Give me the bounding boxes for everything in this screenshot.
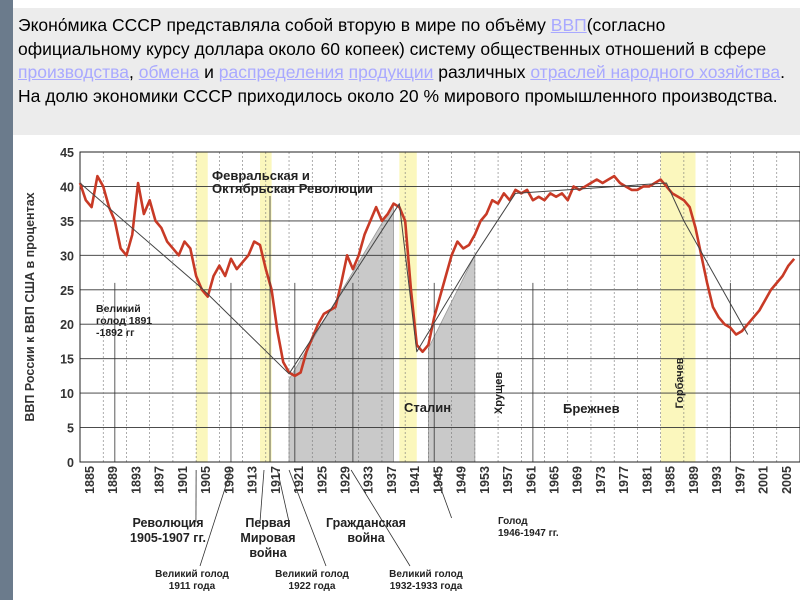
annotation-pointer bbox=[259, 469, 265, 523]
famine-1946-label: Голод bbox=[498, 516, 528, 527]
famine-1891-label: -1892 гг bbox=[96, 327, 135, 339]
link-exchange[interactable]: обмена bbox=[138, 62, 200, 82]
x-tick-label: 1989 bbox=[687, 466, 701, 494]
trend-line bbox=[79, 182, 749, 375]
x-tick-label: 1893 bbox=[129, 466, 143, 494]
ww1-label: Мировая bbox=[240, 531, 295, 545]
gdp-ratio-chart: 0 5 10 15 20 25 30 35 40 45 1885 1889 1893 1897 1901 19… bbox=[23, 146, 800, 592]
revolution-1905-label: Революция bbox=[132, 516, 203, 530]
x-tick-label: 1925 bbox=[315, 466, 329, 494]
text-segment: Эконо́мика СССР представляла собой втору… bbox=[18, 15, 551, 35]
stalin-label: Сталин bbox=[404, 400, 451, 415]
x-tick-label: 1993 bbox=[710, 466, 724, 494]
revolutions-label: Октябрьская Революции bbox=[212, 181, 373, 196]
x-tick-label: 1929 bbox=[338, 466, 352, 494]
gorbachev-label: Горбачев bbox=[674, 357, 686, 408]
text-panel bbox=[13, 8, 800, 135]
famine-1932-label: 1932-1933 года bbox=[390, 581, 463, 592]
highlight-band bbox=[196, 152, 208, 462]
x-tick-label: 2001 bbox=[757, 466, 771, 494]
link-production[interactable]: производства bbox=[18, 62, 129, 82]
x-tick-label: 1905 bbox=[199, 466, 213, 494]
text-segment: и bbox=[199, 62, 219, 82]
famine-1891-label: Великий bbox=[96, 303, 141, 315]
y-tick-label: 0 bbox=[67, 456, 74, 470]
link-gdp[interactable]: ВВП bbox=[550, 15, 587, 35]
y-tick-label: 30 bbox=[60, 249, 74, 263]
x-tick-label: 1969 bbox=[571, 466, 585, 494]
x-tick-label: 1885 bbox=[83, 466, 97, 494]
revolution-1905-label: 1905-1907 гг. bbox=[130, 531, 206, 545]
x-tick-label: 1953 bbox=[478, 466, 492, 494]
famine-1891-label: голод 1891 bbox=[96, 315, 152, 327]
annotation-pointer bbox=[277, 469, 290, 523]
highlight-band bbox=[660, 152, 696, 462]
slide-side-bar bbox=[0, 0, 13, 600]
famine-1922-label: Великий голод bbox=[275, 569, 349, 580]
x-tick-label: 1921 bbox=[292, 466, 306, 494]
y-tick-label: 45 bbox=[60, 146, 74, 160]
annotation-pointer bbox=[350, 469, 411, 567]
text-segment: . На долю экономики СССР приходилось око… bbox=[18, 62, 786, 106]
y-tick-label: 10 bbox=[60, 387, 74, 401]
text-segment: (согласно официальному курсу доллара око… bbox=[18, 15, 767, 59]
gray-period-region bbox=[288, 202, 394, 463]
gdp-ratio-line bbox=[78, 174, 796, 378]
x-tick-label: 1977 bbox=[617, 466, 631, 494]
x-tick-label: 1949 bbox=[455, 466, 469, 494]
y-tick-label: 35 bbox=[60, 215, 74, 229]
y-tick-label: 15 bbox=[60, 353, 74, 367]
x-tick-label: 1901 bbox=[176, 466, 190, 494]
x-tick-label: 1981 bbox=[640, 466, 654, 494]
intro-paragraph: Эконо́мика СССР представляла собой втору… bbox=[18, 14, 793, 108]
civil-war-label: Гражданская bbox=[326, 516, 406, 530]
text-segment: различных bbox=[433, 62, 531, 82]
famine-1922-label: 1922 года bbox=[289, 581, 336, 592]
famine-1946-label: 1946-1947 гг. bbox=[498, 528, 559, 539]
y-tick-label: 25 bbox=[60, 284, 74, 298]
plot-frame bbox=[79, 151, 800, 463]
x-tick-label: 1889 bbox=[106, 466, 120, 494]
civil-war-label: война bbox=[347, 531, 385, 545]
link-products[interactable]: продукции bbox=[348, 62, 434, 82]
y-axis-label: ВВП России к ВВП США в процентах bbox=[23, 192, 37, 421]
brezhnev-label: Брежнев bbox=[563, 401, 620, 416]
x-tick-label: 1937 bbox=[385, 466, 399, 494]
annotation-pointer bbox=[288, 469, 327, 567]
ww1-label: Первая bbox=[245, 516, 290, 530]
x-tick-label: 1913 bbox=[246, 466, 260, 494]
text-segment: , bbox=[129, 62, 139, 82]
x-tick-label: 2005 bbox=[780, 466, 794, 494]
x-tick-label: 1897 bbox=[153, 466, 167, 494]
x-tick-label: 1973 bbox=[594, 466, 608, 494]
annotation-pointer bbox=[433, 469, 452, 519]
x-tick-label: 1965 bbox=[548, 466, 562, 494]
revolutions-label: Февральская и bbox=[212, 168, 310, 183]
highlight-band bbox=[399, 152, 417, 462]
famine-1911-label: Великий голод bbox=[155, 569, 229, 580]
highlight-band bbox=[260, 152, 272, 462]
y-tick-label: 5 bbox=[67, 422, 74, 436]
famine-1911-label: 1911 года bbox=[169, 581, 216, 592]
ww1-label: война bbox=[249, 546, 287, 560]
x-tick-label: 1985 bbox=[664, 466, 678, 494]
x-tick-label: 1945 bbox=[431, 466, 445, 494]
khrushchev-label: Хрущев bbox=[493, 372, 505, 414]
x-tick-label: 1997 bbox=[733, 466, 747, 494]
y-tick-label: 40 bbox=[60, 180, 74, 194]
y-tick-label: 20 bbox=[60, 318, 74, 332]
x-tick-label: 1941 bbox=[408, 466, 422, 494]
link-distribution[interactable]: распределения bbox=[218, 62, 344, 82]
x-tick-label: 1957 bbox=[501, 466, 515, 494]
x-tick-label: 1917 bbox=[269, 466, 283, 494]
x-tick-label: 1961 bbox=[524, 466, 538, 494]
famine-1932-label: Великий голод bbox=[389, 569, 463, 580]
link-industries[interactable]: отраслей народного хозяйства bbox=[530, 62, 781, 82]
annotation-pointer bbox=[199, 469, 232, 567]
x-tick-label: 1933 bbox=[362, 466, 376, 494]
